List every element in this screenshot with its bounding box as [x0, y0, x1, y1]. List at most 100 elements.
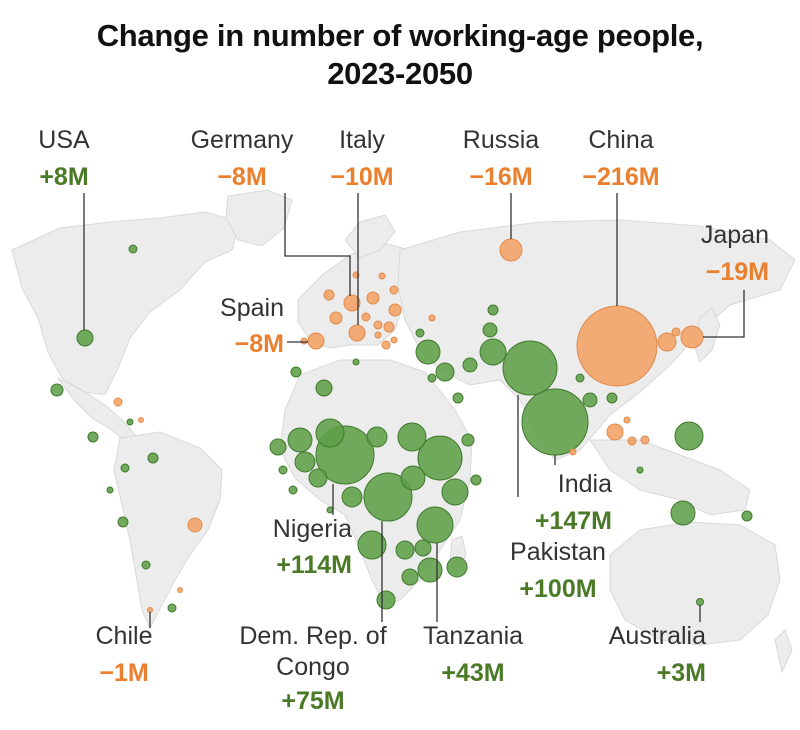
italy-value: −10M — [330, 163, 393, 191]
spain-label: Spain −8M — [220, 294, 284, 358]
spain-value: −8M — [235, 330, 284, 358]
pakistan-name-0: Pakistan — [510, 538, 606, 566]
tanzania-label: Tanzania +43M — [423, 622, 523, 687]
cuba-bubble — [113, 397, 123, 407]
canada-bubble — [128, 244, 138, 254]
map-title-line2: 2023-2050 — [327, 56, 473, 91]
puerto-rico-bubble — [138, 417, 144, 423]
usa-bubble — [76, 329, 94, 347]
japan-bubble — [680, 325, 704, 349]
germany-leader — [284, 193, 351, 296]
tanzania-value: +43M — [441, 659, 504, 687]
ghana-bubble — [308, 468, 328, 488]
guatemala-bubble — [87, 431, 99, 443]
malaysia-bubble — [636, 466, 644, 474]
usa-label: USA +8M — [38, 126, 90, 191]
germany-label: Germany −8M — [191, 126, 294, 191]
japan-name-0: Japan — [701, 221, 769, 249]
drc-name-0: Dem. Rep. of — [239, 622, 386, 650]
australia-name-0: Australia — [609, 622, 706, 650]
thailand-bubble — [606, 423, 624, 441]
tanzania-bubble — [416, 506, 454, 544]
iran-bubble — [462, 357, 478, 373]
ecuador-bubble — [106, 486, 114, 494]
australia-bubble — [696, 598, 704, 606]
uruguay-bubble — [177, 587, 183, 593]
new-zealand-landmass — [774, 629, 793, 674]
kenya-bubble — [441, 478, 469, 506]
north-america-landmass — [11, 211, 241, 396]
italy-label: Italy −10M — [330, 126, 393, 191]
kazakhstan-bubble — [487, 304, 499, 316]
pakistan-value: +100M — [519, 575, 596, 603]
serbia-bubble — [374, 331, 382, 339]
nigeria-label: Nigeria +114M — [273, 515, 352, 579]
romania-bubble — [383, 321, 395, 333]
russia-bubble — [499, 238, 523, 262]
angola-bubble — [357, 530, 387, 560]
pakistan-bubble — [502, 340, 558, 396]
usa-value: +8M — [39, 163, 88, 191]
hong-kong-bubble — [623, 416, 631, 424]
china-label: China −216M — [582, 126, 659, 191]
germany-name-0: Germany — [191, 126, 294, 154]
chad-bubble — [366, 426, 388, 448]
venezuela-bubble — [147, 452, 159, 464]
tanzania-name-0: Tanzania — [423, 622, 523, 650]
ukraine-bubble — [388, 303, 402, 317]
poland-bubble — [366, 291, 380, 305]
afghanistan-bubble — [479, 338, 507, 366]
zambia-bubble — [395, 540, 415, 560]
colombia-bubble — [120, 463, 130, 473]
south-korea-bubble — [657, 332, 677, 352]
mozambique-bubble — [417, 557, 443, 583]
brazil-bubble — [187, 517, 203, 533]
drc-label: Dem. Rep. of Congo +75M — [239, 622, 386, 715]
indonesia-bubble — [670, 500, 696, 526]
burkina-bubble — [294, 451, 316, 473]
benin-bubble — [326, 506, 334, 514]
sudan-bubble — [397, 422, 427, 452]
cote-bubble — [288, 485, 298, 495]
japan-leader — [703, 290, 745, 338]
myanmar-bubble — [606, 392, 618, 404]
belarus-bubble — [389, 285, 399, 295]
southeast-asia-landmass — [589, 439, 751, 516]
chile-value: −1M — [99, 659, 148, 687]
madagascar-bubble — [446, 556, 468, 578]
south-africa-bubble — [376, 590, 396, 610]
argentina-bubble — [167, 603, 177, 613]
germany-value: −8M — [217, 163, 266, 191]
italy-name-0: Italy — [339, 126, 385, 154]
drc-value: +75M — [281, 687, 344, 715]
bulgaria-bubble — [390, 336, 398, 344]
turkey-bubble — [415, 328, 425, 338]
spain-bubble — [307, 332, 325, 350]
baltics-bubble — [378, 272, 386, 280]
map-title-line1: Change in number of working-age people, — [96, 18, 704, 53]
iraq-bubble — [435, 362, 455, 382]
china-bubble — [576, 305, 658, 387]
yemen-bubble — [461, 433, 475, 447]
label-layer: USA +8M Germany −8M Italy −10M Russia −16M China… — [38, 126, 769, 715]
india-value: +147M — [535, 507, 612, 535]
nigeria-name-0: Nigeria — [273, 515, 352, 543]
france-bubble — [329, 311, 343, 325]
india-name-0: India — [558, 470, 612, 498]
vietnam-bubble — [627, 436, 637, 446]
greenland-landmass — [225, 189, 293, 247]
mexico-bubble — [50, 383, 64, 397]
germany-bubble — [343, 294, 361, 312]
mali-bubble — [287, 427, 313, 453]
south-america-landmass — [113, 431, 223, 630]
cameroon-bubble — [341, 486, 363, 508]
australia-value: +3M — [657, 659, 706, 687]
senegal-bubble — [269, 438, 287, 456]
portugal-bubble — [300, 337, 308, 345]
bangladesh-bubble — [582, 392, 598, 408]
haiti-bubble — [126, 418, 134, 426]
somalia-bubble — [470, 474, 482, 486]
bolivia-bubble — [141, 560, 151, 570]
chile-bubble — [147, 607, 153, 613]
